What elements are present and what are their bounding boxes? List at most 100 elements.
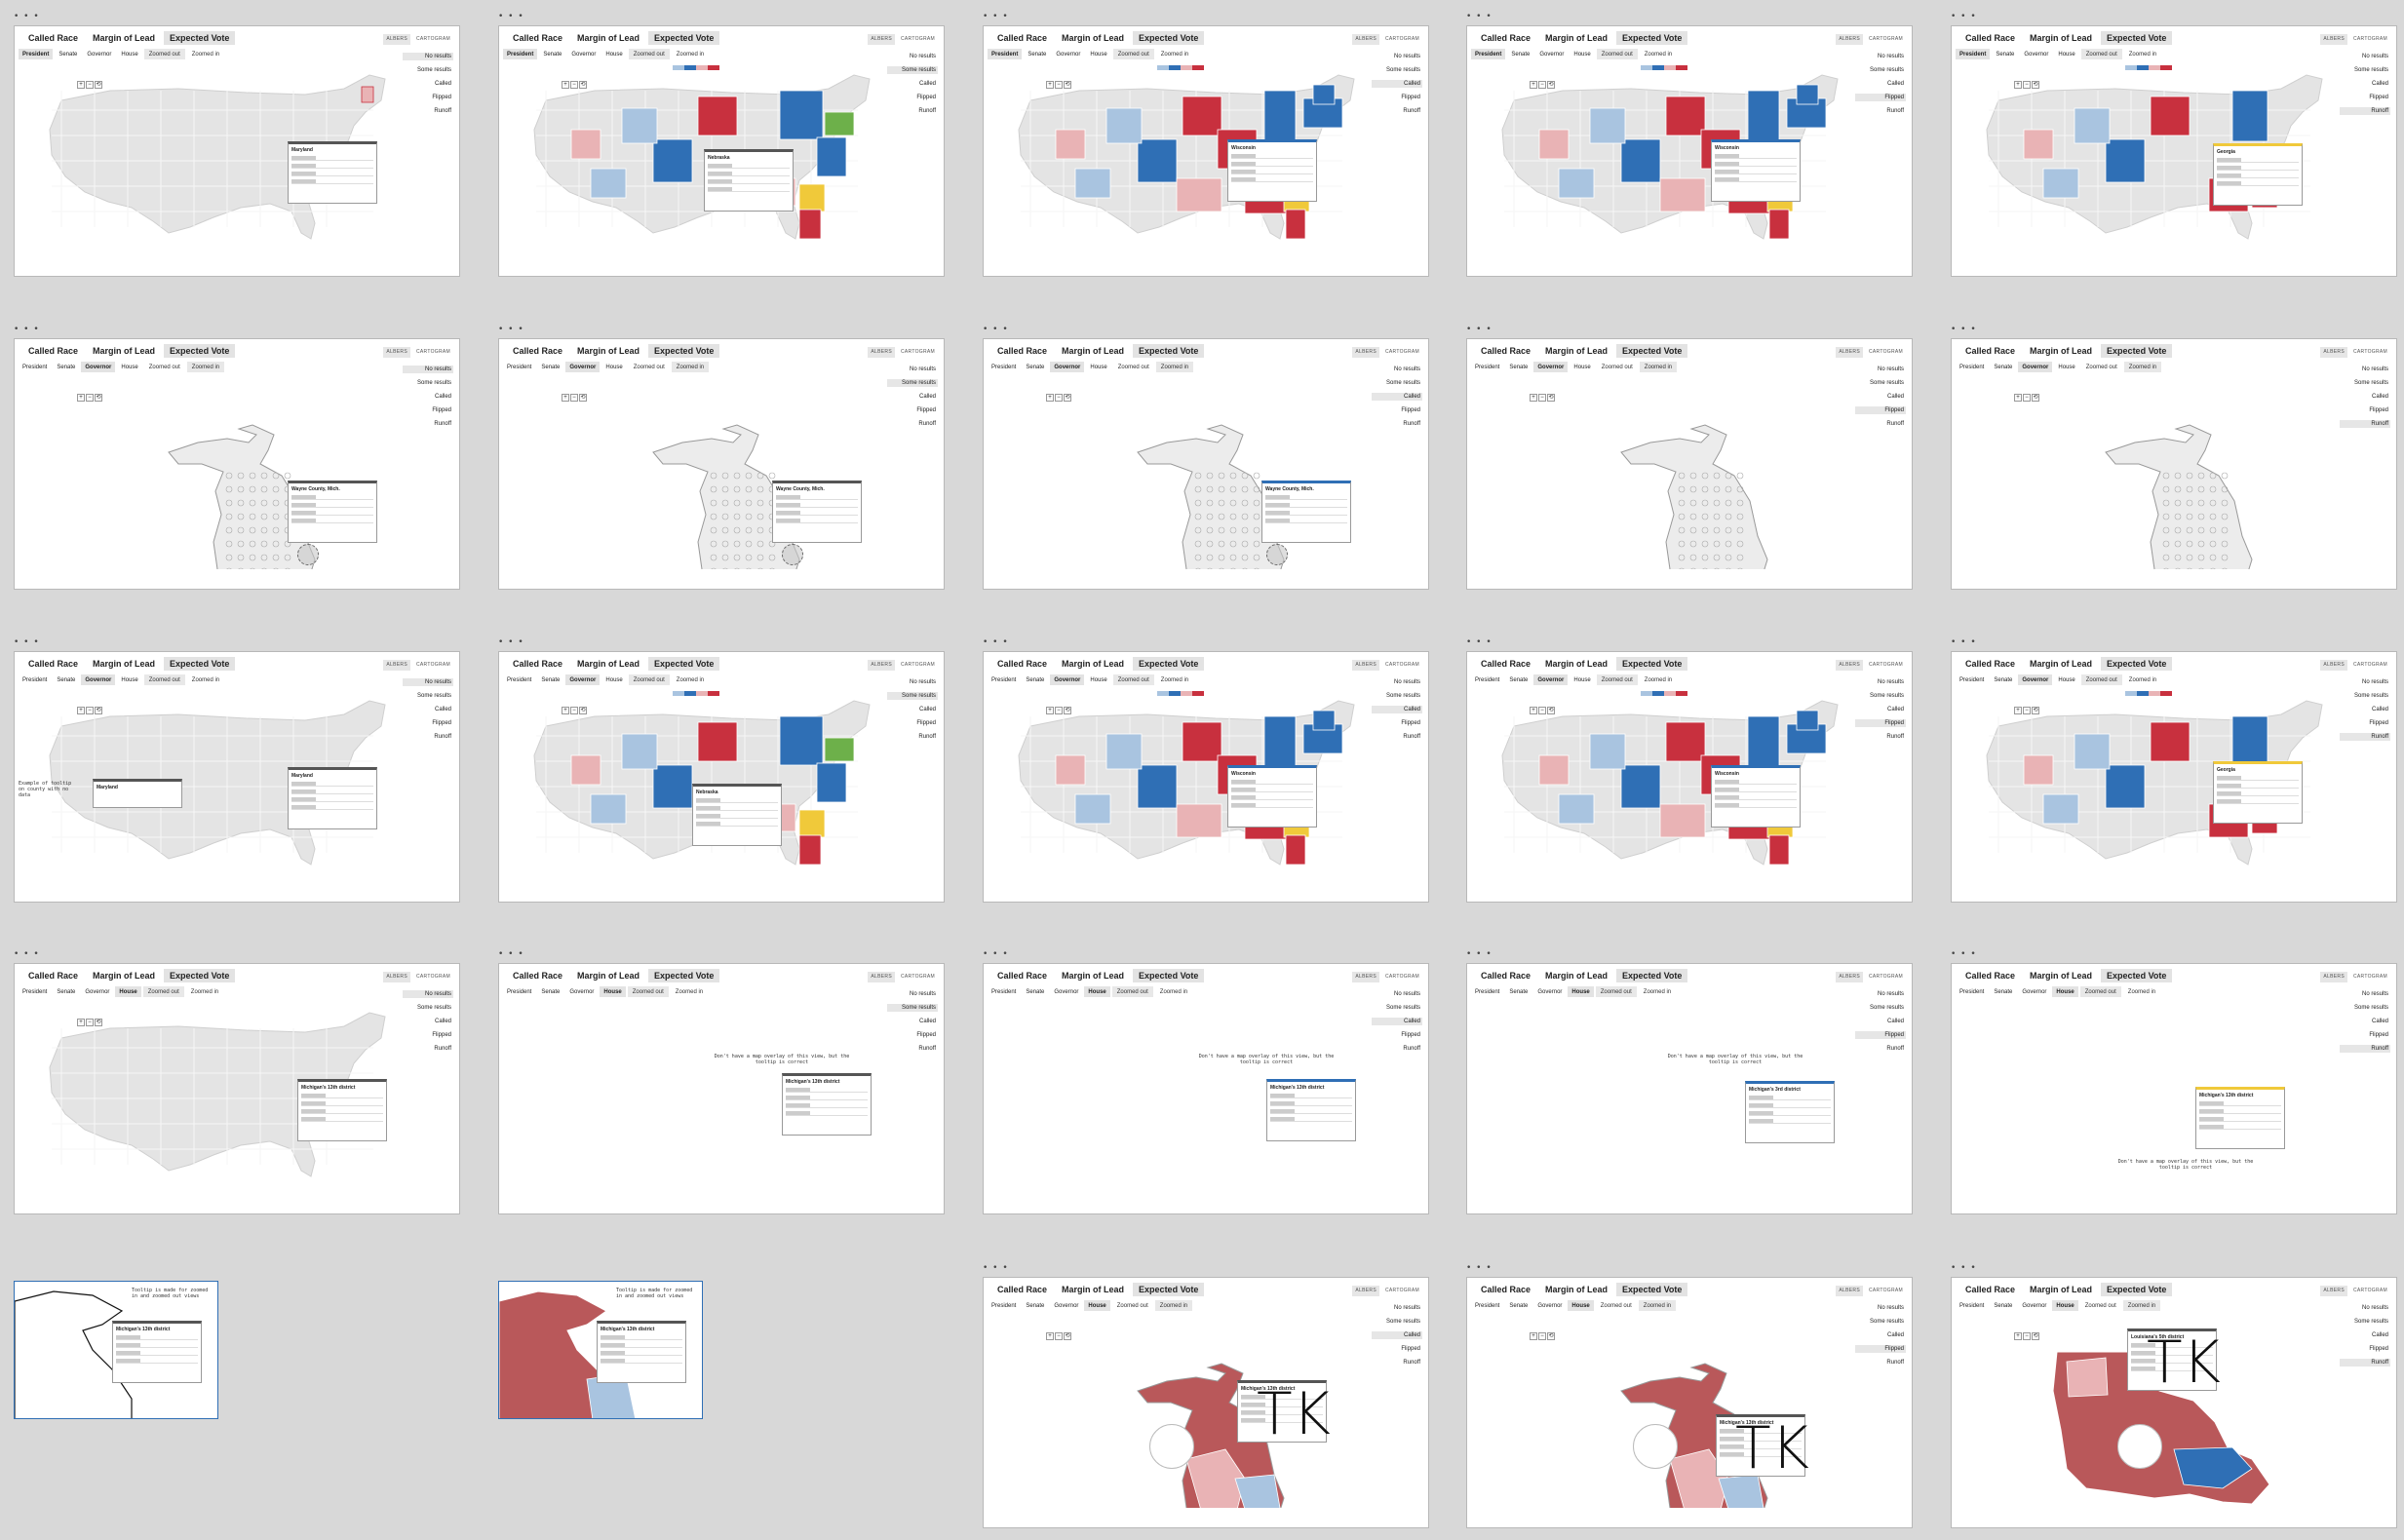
mode-tab[interactable]: Margin of Lead [1062,1285,1125,1294]
legend-item[interactable]: Flipped [1401,1346,1420,1352]
mode-tab[interactable]: Margin of Lead [1545,33,1609,43]
projection-button[interactable]: ALBERS [1836,34,1863,45]
mode-tab[interactable]: Margin of Lead [577,971,640,981]
race-tab[interactable]: President [991,989,1017,995]
race-tab[interactable]: President [991,677,1017,683]
race-tab[interactable]: Governor [1050,674,1085,685]
zoom-button[interactable]: Zoomed in [1644,52,1673,58]
zoom-out-icon[interactable]: − [570,394,578,402]
zoom-button[interactable]: Zoomed out [628,49,670,59]
zoom-in-icon[interactable]: + [1530,1332,1537,1340]
projection-button[interactable]: CARTOGRAM [2352,974,2387,980]
zoom-button[interactable]: Zoomed out [1600,1303,1632,1309]
zoom-in-icon[interactable]: + [2014,707,2022,714]
race-tab[interactable]: Governor [87,52,112,58]
mode-tab[interactable]: Margin of Lead [2030,971,2093,981]
legend-item[interactable]: Called [1372,80,1422,88]
legend-item[interactable]: Runoff [2340,733,2390,741]
projection-button[interactable]: CARTOGRAM [900,974,935,980]
race-tab[interactable]: President [1956,49,1991,59]
legend-item[interactable]: Called [1372,1018,1422,1025]
projection-button[interactable]: CARTOGRAM [2352,1288,2387,1293]
mode-tab[interactable]: Margin of Lead [577,346,640,356]
map-area[interactable] [1475,687,1875,882]
zoom-out-icon[interactable]: − [86,81,94,89]
zoom-button[interactable]: Zoomed in [2128,52,2157,58]
legend-item[interactable]: Called [434,394,451,400]
mode-tab[interactable]: Expected Vote [1133,1283,1205,1296]
zoom-button[interactable]: Zoomed out [2080,674,2122,685]
zoom-button[interactable]: Zoomed out [1112,49,1154,59]
legend-item[interactable]: No results [403,678,453,686]
legend-item[interactable]: Runoff [434,108,451,114]
projection-button[interactable]: ALBERS [2320,34,2347,45]
mode-tab[interactable]: Called Race [1481,971,1532,981]
race-tab[interactable]: President [1471,49,1506,59]
legend-item[interactable]: Called [2371,1019,2388,1024]
race-tab[interactable]: House [2052,1300,2078,1311]
legend-item[interactable]: Runoff [918,734,936,740]
legend-item[interactable]: Runoff [1403,108,1420,114]
race-tab[interactable]: President [1959,677,1985,683]
race-tab[interactable]: House [1568,986,1594,997]
zoom-out-icon[interactable]: − [1055,81,1063,89]
race-tab[interactable]: Senate [1994,1303,2013,1309]
zoom-out-icon[interactable]: − [1538,707,1546,714]
mode-tab[interactable]: Margin of Lead [93,659,156,669]
projection-button[interactable]: ALBERS [868,34,895,45]
race-tab[interactable]: President [1959,1303,1985,1309]
race-tab[interactable]: House [1573,365,1591,370]
map-area[interactable] [1959,1313,2359,1508]
legend-item[interactable]: No results [1393,1305,1420,1311]
legend-item[interactable]: Some results [1385,380,1420,386]
reset-icon[interactable]: ⟲ [95,394,102,402]
zoom-in-icon[interactable]: + [1046,707,1054,714]
projection-button[interactable]: CARTOGRAM [2352,662,2387,668]
race-tab[interactable]: Senate [1026,677,1045,683]
legend-item[interactable]: Some results [2353,67,2388,73]
mode-tab[interactable]: Called Race [1481,659,1532,669]
projection-button[interactable]: CARTOGRAM [900,349,935,355]
zoom-button[interactable]: Zoomed in [1160,52,1189,58]
mode-tab[interactable]: Margin of Lead [1062,33,1125,43]
projection-button[interactable]: ALBERS [1836,1286,1863,1296]
mode-tab[interactable]: Called Race [513,659,563,669]
zoom-button[interactable]: Zoomed out [2085,365,2117,370]
mode-tab[interactable]: Expected Vote [2101,657,2173,671]
legend-item[interactable]: Called [434,1019,451,1024]
race-tab[interactable]: Governor [2022,989,2047,995]
race-tab[interactable]: Senate [1994,677,2013,683]
projection-button[interactable]: CARTOGRAM [415,974,450,980]
mode-tab[interactable]: Called Race [1965,971,2016,981]
legend-item[interactable]: Runoff [918,421,936,427]
race-tab[interactable]: Senate [1026,989,1045,995]
map-area[interactable] [1475,374,1875,569]
legend-item[interactable]: Called [2371,394,2388,400]
mode-tab[interactable]: Margin of Lead [1545,1285,1609,1294]
zoom-in-icon[interactable]: + [1046,81,1054,89]
race-tab[interactable]: House [2058,677,2075,683]
mode-tab[interactable]: Margin of Lead [1545,659,1609,669]
zoom-button[interactable]: Zoomed in [2127,989,2156,995]
reset-icon[interactable]: ⟲ [95,1019,102,1026]
legend-item[interactable]: No results [1393,54,1420,59]
legend-item[interactable]: Called [918,1019,936,1024]
race-tab[interactable]: President [507,677,532,683]
race-tab[interactable]: Senate [1509,989,1529,995]
mode-tab[interactable]: Margin of Lead [1062,346,1125,356]
race-tab[interactable]: Governor [2018,362,2053,372]
zoom-button[interactable]: Zoomed out [2080,49,2122,59]
race-tab[interactable]: Governor [1539,52,1565,58]
zoom-in-icon[interactable]: + [1530,707,1537,714]
mode-tab[interactable]: Called Race [997,659,1048,669]
legend-item[interactable]: Some results [1869,693,1904,699]
legend-item[interactable]: Some results [2353,693,2388,699]
reset-icon[interactable]: ⟲ [1547,707,1555,714]
mode-tab[interactable]: Called Race [28,659,79,669]
mode-tab[interactable]: Margin of Lead [1545,971,1609,981]
legend-item[interactable]: Flipped [1401,95,1420,100]
zoom-button[interactable]: Zoomed in [676,677,705,683]
race-tab[interactable]: House [1090,365,1107,370]
projection-button[interactable]: ALBERS [868,972,895,982]
projection-button[interactable]: ALBERS [2320,347,2347,358]
